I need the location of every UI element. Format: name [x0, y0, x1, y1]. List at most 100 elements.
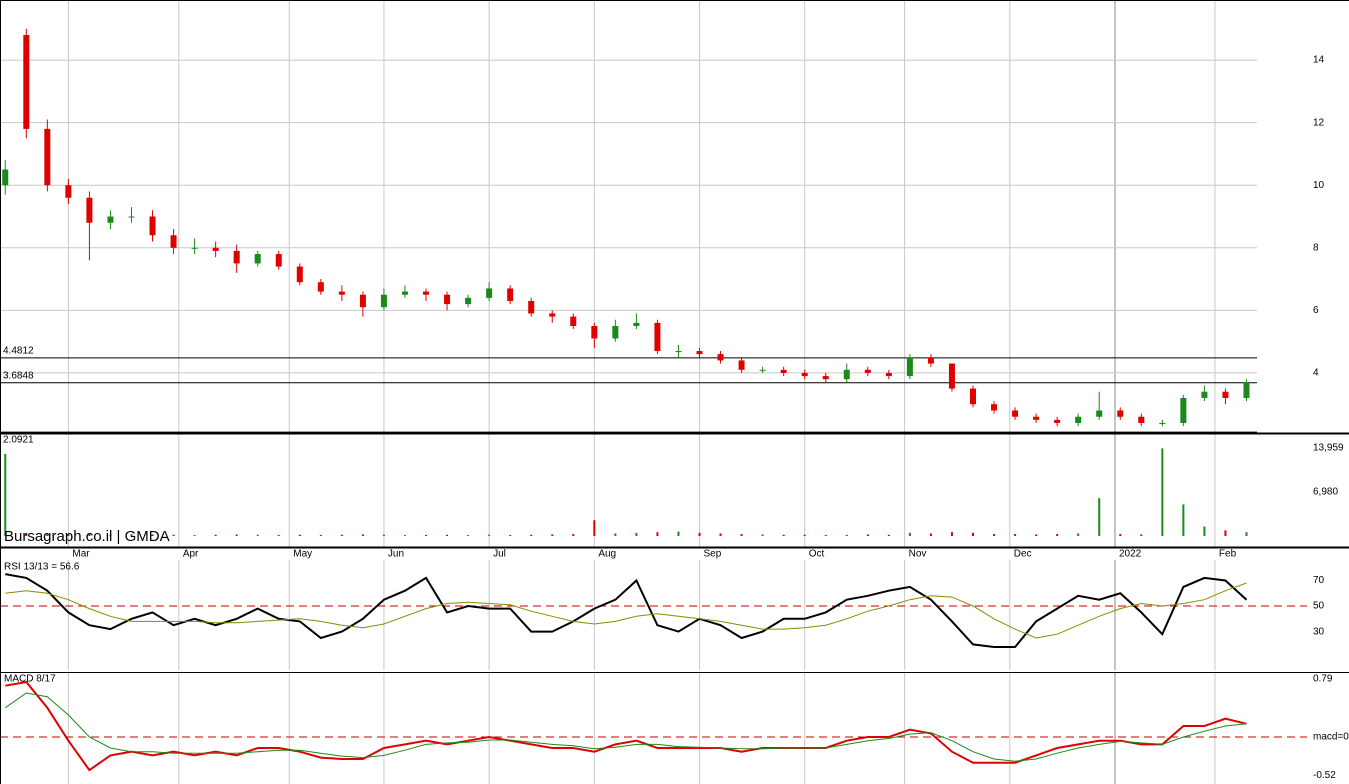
volume-bar: [488, 534, 491, 536]
volume-bar: [4, 454, 7, 536]
y-tick-label: 14: [1313, 55, 1325, 66]
candle-body: [801, 372, 808, 377]
y-tick-label: 10: [1313, 180, 1325, 191]
candle-body: [738, 360, 745, 370]
candle-body: [1138, 416, 1145, 423]
y-tick-label: macd=0: [1313, 732, 1349, 743]
volume-bar: [761, 534, 764, 536]
level-label: 2.0921: [3, 434, 34, 445]
candle-body: [654, 322, 661, 352]
candle-body: [591, 326, 598, 339]
candle-body: [44, 128, 51, 186]
x-tick-label: Jun: [388, 549, 404, 560]
volume-bar: [950, 532, 953, 536]
volume-bar: [656, 532, 659, 536]
candle-body: [1075, 416, 1082, 423]
level-label: 4.4812: [3, 346, 34, 357]
volume-bar: [1203, 526, 1206, 536]
volume-bar: [572, 534, 575, 536]
volume-bar: [698, 532, 701, 536]
candle-body: [107, 216, 114, 223]
x-tick-label: May: [293, 549, 312, 560]
candle-body: [969, 388, 976, 405]
candle-body: [507, 288, 514, 301]
volume-bar: [277, 535, 280, 536]
panel-title: RSI 13/13 = 56.6: [4, 562, 80, 573]
candle-body: [675, 351, 682, 353]
y-tick-label: 13,959: [1313, 443, 1344, 454]
y-tick-label: 70: [1313, 575, 1325, 586]
candle-body: [1033, 416, 1040, 420]
volume-bar: [67, 534, 70, 536]
candle-body: [359, 294, 366, 308]
volume-bar: [593, 520, 596, 536]
candle-body: [528, 300, 535, 314]
x-tick-label: Jul: [493, 549, 506, 560]
volume-bar: [361, 534, 364, 536]
candle-body: [65, 185, 72, 198]
candle-body: [170, 235, 177, 248]
volume-bar: [1140, 534, 1143, 536]
volume-bar: [1035, 534, 1038, 536]
candle-body: [696, 351, 703, 355]
candle-body: [759, 369, 766, 371]
volume-bar: [1224, 530, 1227, 536]
volume-bar: [1182, 504, 1185, 536]
candle-body: [1159, 422, 1166, 424]
volume-bar: [740, 534, 743, 536]
volume-bar: [971, 532, 974, 536]
volume-bar: [446, 534, 449, 536]
candle-body: [233, 250, 240, 264]
candle-body: [948, 363, 955, 389]
candle-body: [2, 169, 9, 186]
series-line: [5, 573, 1248, 648]
candle-body: [1243, 382, 1250, 398]
volume-bar: [1245, 532, 1248, 536]
volume-bar: [130, 534, 133, 536]
candle-body: [843, 369, 850, 380]
volume-bar: [1077, 533, 1080, 536]
series-line: [5, 680, 1247, 772]
volume-bar: [803, 534, 806, 536]
x-tick-label: Sep: [704, 549, 722, 560]
candle-body: [822, 376, 829, 380]
volume-bar: [256, 534, 259, 536]
y-tick-label: 4: [1313, 368, 1319, 379]
candle-body: [191, 247, 198, 249]
volume-bar: [172, 534, 175, 536]
volume-bar: [530, 534, 533, 536]
volume-bar: [46, 534, 49, 536]
candle-body: [296, 266, 303, 283]
candle-body: [486, 288, 493, 298]
volume-bar: [25, 533, 28, 536]
candle-body: [317, 282, 324, 292]
candle-body: [927, 357, 934, 364]
candle-body: [1054, 419, 1061, 423]
volume-bar: [1161, 448, 1164, 536]
y-tick-label: -0.52: [1313, 770, 1336, 781]
volume-bar: [1014, 534, 1017, 536]
candle-body: [86, 197, 93, 223]
volume-bar: [340, 534, 343, 536]
volume-bar: [382, 534, 385, 536]
volume-bar: [719, 533, 722, 536]
candle-body: [991, 404, 998, 411]
candle-body: [780, 369, 787, 373]
y-tick-label: 12: [1313, 117, 1325, 128]
candle-body: [549, 313, 556, 317]
candle-body: [212, 247, 219, 251]
volume-bar: [614, 533, 617, 536]
candle-body: [423, 291, 430, 295]
candle-body: [1201, 391, 1208, 398]
volume-bar: [235, 534, 238, 536]
volume-bar: [866, 534, 869, 536]
candle-body: [864, 369, 871, 373]
volume-bar: [908, 532, 911, 536]
volume-bar: [425, 535, 428, 536]
candle-body: [717, 354, 724, 361]
y-tick-label: 50: [1313, 601, 1325, 612]
volume-bar: [677, 531, 680, 536]
candle-body: [444, 294, 451, 305]
volume-bar: [993, 534, 996, 536]
volume-bar: [298, 534, 301, 536]
